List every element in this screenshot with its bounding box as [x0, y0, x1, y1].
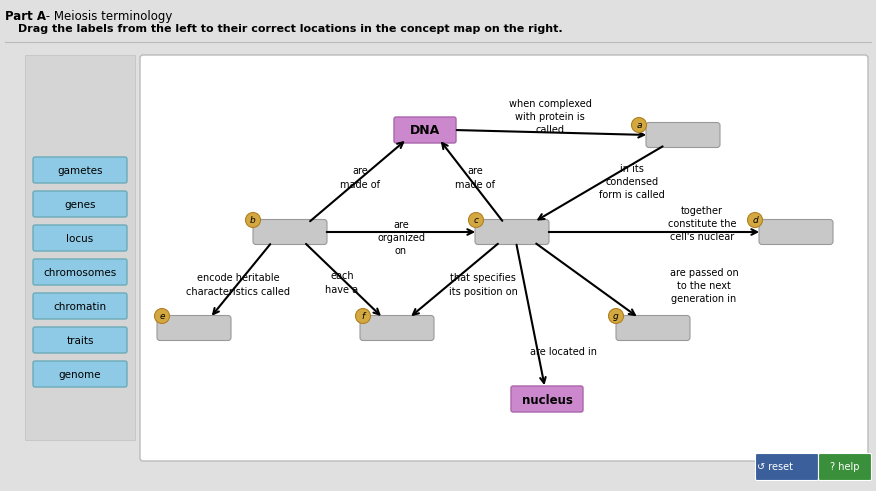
Text: DNA: DNA: [410, 125, 440, 137]
FancyBboxPatch shape: [33, 259, 127, 285]
Text: b: b: [251, 216, 256, 225]
FancyBboxPatch shape: [818, 454, 872, 481]
Text: ↺ reset: ↺ reset: [757, 462, 793, 472]
Text: encode heritable
characteristics called: encode heritable characteristics called: [186, 273, 290, 297]
Text: genome: genome: [59, 370, 102, 380]
Text: are located in: are located in: [531, 347, 597, 357]
FancyBboxPatch shape: [33, 361, 127, 387]
Text: a: a: [636, 121, 642, 130]
FancyBboxPatch shape: [646, 122, 720, 147]
Text: f: f: [362, 312, 364, 321]
Text: are passed on
to the next
generation in: are passed on to the next generation in: [669, 268, 738, 304]
FancyBboxPatch shape: [140, 55, 868, 461]
Text: Drag the labels from the left to their correct locations in the concept map on t: Drag the labels from the left to their c…: [18, 24, 562, 34]
Text: are
organized
on: are organized on: [377, 220, 425, 256]
FancyBboxPatch shape: [253, 219, 327, 245]
FancyBboxPatch shape: [33, 225, 127, 251]
Text: d: d: [752, 216, 758, 225]
FancyBboxPatch shape: [755, 454, 818, 481]
Circle shape: [632, 117, 646, 133]
Circle shape: [154, 308, 169, 324]
Text: locus: locus: [67, 234, 94, 244]
Text: chromosomes: chromosomes: [44, 268, 117, 278]
Text: Part A: Part A: [5, 10, 46, 23]
FancyBboxPatch shape: [33, 327, 127, 353]
FancyBboxPatch shape: [756, 454, 871, 480]
Text: are
made of: are made of: [340, 166, 380, 190]
Text: gametes: gametes: [57, 166, 102, 176]
Circle shape: [356, 308, 371, 324]
Text: traits: traits: [67, 336, 94, 346]
FancyBboxPatch shape: [33, 293, 127, 319]
FancyBboxPatch shape: [475, 219, 549, 245]
FancyBboxPatch shape: [616, 316, 690, 340]
Text: together
constitute the
cell's nuclear: together constitute the cell's nuclear: [668, 206, 736, 242]
FancyBboxPatch shape: [360, 316, 434, 340]
Text: ? help: ? help: [830, 462, 859, 472]
FancyBboxPatch shape: [157, 316, 231, 340]
Text: chromatin: chromatin: [53, 302, 107, 312]
Text: genes: genes: [64, 200, 95, 210]
Circle shape: [245, 213, 260, 227]
Text: g: g: [613, 312, 618, 321]
FancyBboxPatch shape: [511, 386, 583, 412]
Text: each
have a: each have a: [326, 272, 358, 295]
Text: - Meiosis terminology: - Meiosis terminology: [42, 10, 173, 23]
Text: e: e: [159, 312, 165, 321]
Text: in its
condensed
form is called: in its condensed form is called: [599, 164, 665, 200]
Text: that specifies
its position on: that specifies its position on: [449, 273, 518, 297]
Text: nucleus: nucleus: [521, 393, 572, 407]
FancyBboxPatch shape: [33, 157, 127, 183]
FancyBboxPatch shape: [25, 55, 135, 440]
Text: c: c: [474, 216, 478, 225]
FancyBboxPatch shape: [394, 117, 456, 143]
FancyBboxPatch shape: [759, 219, 833, 245]
Circle shape: [469, 213, 484, 227]
Text: when complexed
with protein is
called: when complexed with protein is called: [509, 99, 591, 135]
Text: are
made of: are made of: [455, 166, 495, 190]
FancyBboxPatch shape: [33, 191, 127, 217]
Circle shape: [747, 213, 762, 227]
Circle shape: [609, 308, 624, 324]
